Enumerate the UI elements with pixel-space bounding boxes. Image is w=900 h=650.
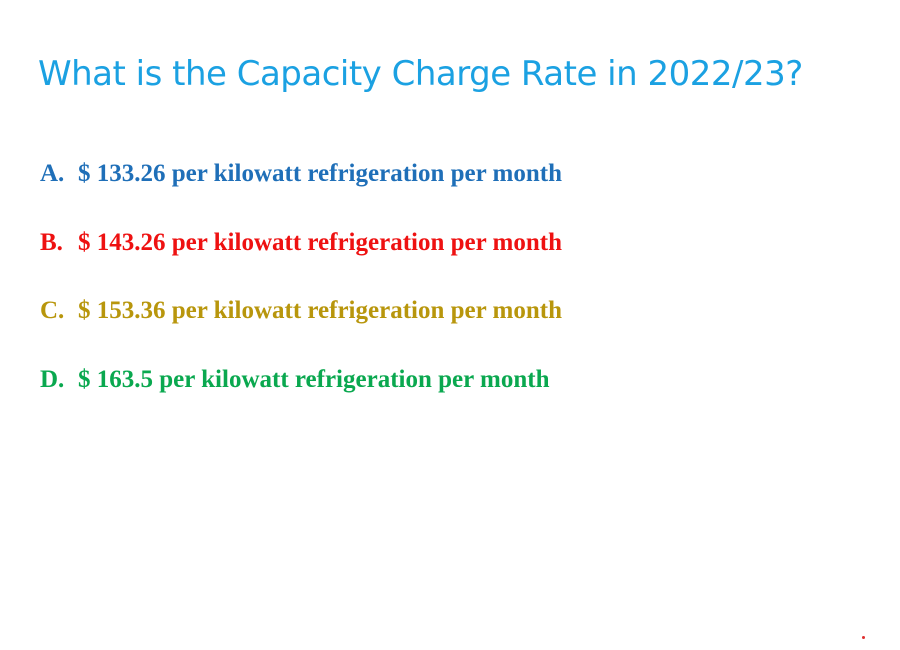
option-a[interactable]: A. $ 133.26 per kilowatt refrigeration p…: [40, 154, 860, 223]
option-d[interactable]: D. $ 163.5 per kilowatt refrigeration pe…: [40, 360, 860, 429]
option-c-letter: C.: [40, 297, 65, 324]
corner-dot-marker: [862, 636, 865, 639]
option-b[interactable]: B. $ 143.26 per kilowatt refrigeration p…: [40, 223, 860, 292]
option-d-text: $ 163.5 per kilowatt refrigeration per m…: [78, 365, 550, 393]
option-c[interactable]: C. $ 153.36 per kilowatt refrigeration p…: [40, 291, 860, 360]
option-c-text: $ 153.36 per kilowatt refrigeration per …: [78, 297, 562, 324]
question-title: What is the Capacity Charge Rate in 2022…: [38, 54, 803, 94]
option-b-text: $ 143.26 per kilowatt refrigeration per …: [78, 228, 562, 256]
option-a-letter: A.: [40, 160, 65, 187]
option-d-letter: D.: [40, 365, 65, 393]
option-a-text: $ 133.26 per kilowatt refrigeration per …: [78, 160, 562, 187]
option-b-letter: B.: [40, 228, 63, 256]
answer-options: A. $ 133.26 per kilowatt refrigeration p…: [40, 154, 860, 428]
